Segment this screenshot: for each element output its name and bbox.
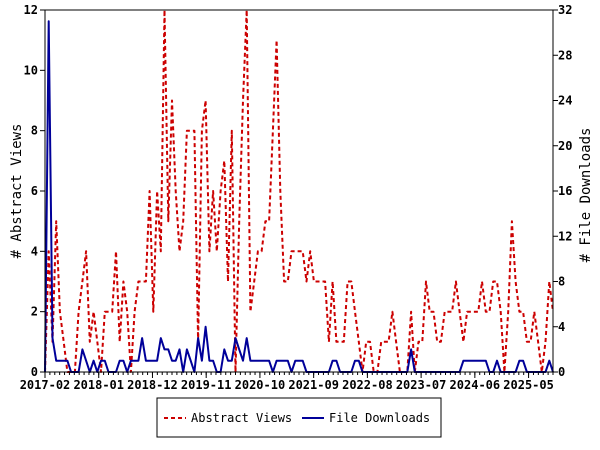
y-left-tick-label: 2 [31, 305, 38, 319]
x-tick-label: 2018-01 [73, 378, 124, 392]
y-right-tick-label: 20 [558, 139, 572, 153]
plot-area [44, 9, 554, 373]
legend-box [156, 397, 442, 438]
y-left-tick-label: 4 [31, 244, 38, 258]
y-right-tick-label: 8 [558, 275, 565, 289]
y-right-axis-title: # File Downloads [578, 128, 594, 263]
y-right-tick-label: 16 [558, 184, 572, 198]
y-left-tick-label: 10 [24, 63, 38, 77]
legend-label-file-downloads: File Downloads [329, 411, 430, 425]
y-left-tick-label: 6 [31, 184, 38, 198]
x-tick-label: 2023-07 [396, 378, 447, 392]
y-left-tick-label: 12 [24, 3, 38, 17]
y-left-tick-label: 0 [31, 365, 38, 379]
x-tick-label: 2020-10 [235, 378, 286, 392]
x-tick-label: 2018-12 [127, 378, 178, 392]
x-tick-label: 2021-09 [288, 378, 339, 392]
x-tick-label: 2024-06 [450, 378, 501, 392]
series-line-abstract-views [44, 9, 554, 373]
x-tick-label: 2022-08 [342, 378, 393, 392]
legend: Abstract Views File Downloads [156, 397, 442, 438]
legend-label-abstract-views: Abstract Views [191, 411, 292, 425]
y-left-axis-title: # Abstract Views [9, 124, 25, 259]
series-line-file-downloads [44, 20, 554, 373]
x-tick-label: 2025-05 [503, 378, 554, 392]
x-tick-label: 2017-02 [20, 378, 71, 392]
y-left-tick-label: 8 [31, 124, 38, 138]
y-right-tick-label: 32 [558, 3, 572, 17]
x-tick-label: 2019-11 [181, 378, 232, 392]
y-right-tick-label: 24 [558, 94, 572, 108]
y-right-tick-label: 0 [558, 365, 565, 379]
y-right-tick-label: 12 [558, 229, 572, 243]
y-right-tick-label: 4 [558, 320, 565, 334]
y-right-tick-label: 28 [558, 48, 572, 62]
